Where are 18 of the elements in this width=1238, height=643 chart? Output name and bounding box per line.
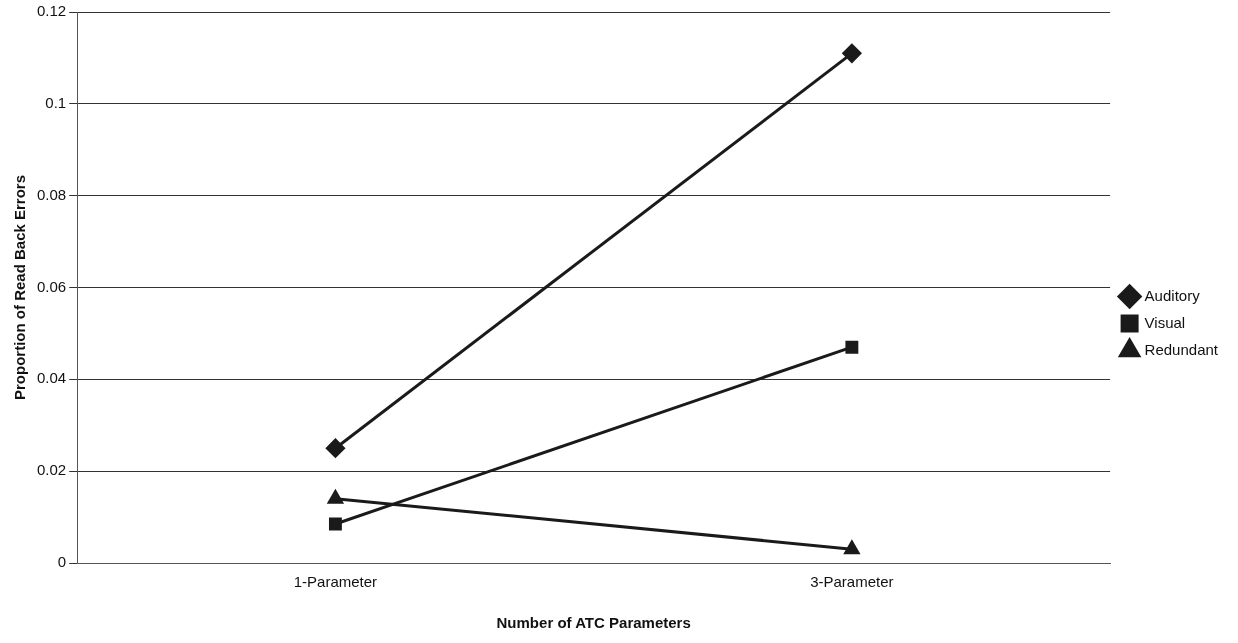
x-tick-label: 3-Parameter [810, 573, 894, 591]
y-tick-label: 0.08 [36, 185, 67, 203]
point [845, 340, 859, 354]
x-tick-label: 1-Parameter [293, 573, 378, 591]
point [328, 517, 342, 531]
y-tick-label: 0.06 [36, 277, 67, 295]
point [842, 43, 862, 63]
y-tick-label: 0.02 [36, 461, 67, 479]
y-tick-label: 0.1 [45, 93, 67, 111]
x-axis-title: Number of ATC Parameters [496, 614, 691, 632]
legend-label: Auditory [1144, 286, 1201, 304]
y-tick-label: 0.12 [36, 2, 67, 20]
y-tick-label: 0.04 [36, 369, 67, 387]
legend-label: Visual [1144, 313, 1186, 331]
legend-label: Redundant [1144, 340, 1219, 358]
y-tick-label: 0 [57, 553, 67, 571]
y-axis-title: Proportion of Read Back Errors [11, 174, 29, 401]
point [325, 438, 345, 458]
